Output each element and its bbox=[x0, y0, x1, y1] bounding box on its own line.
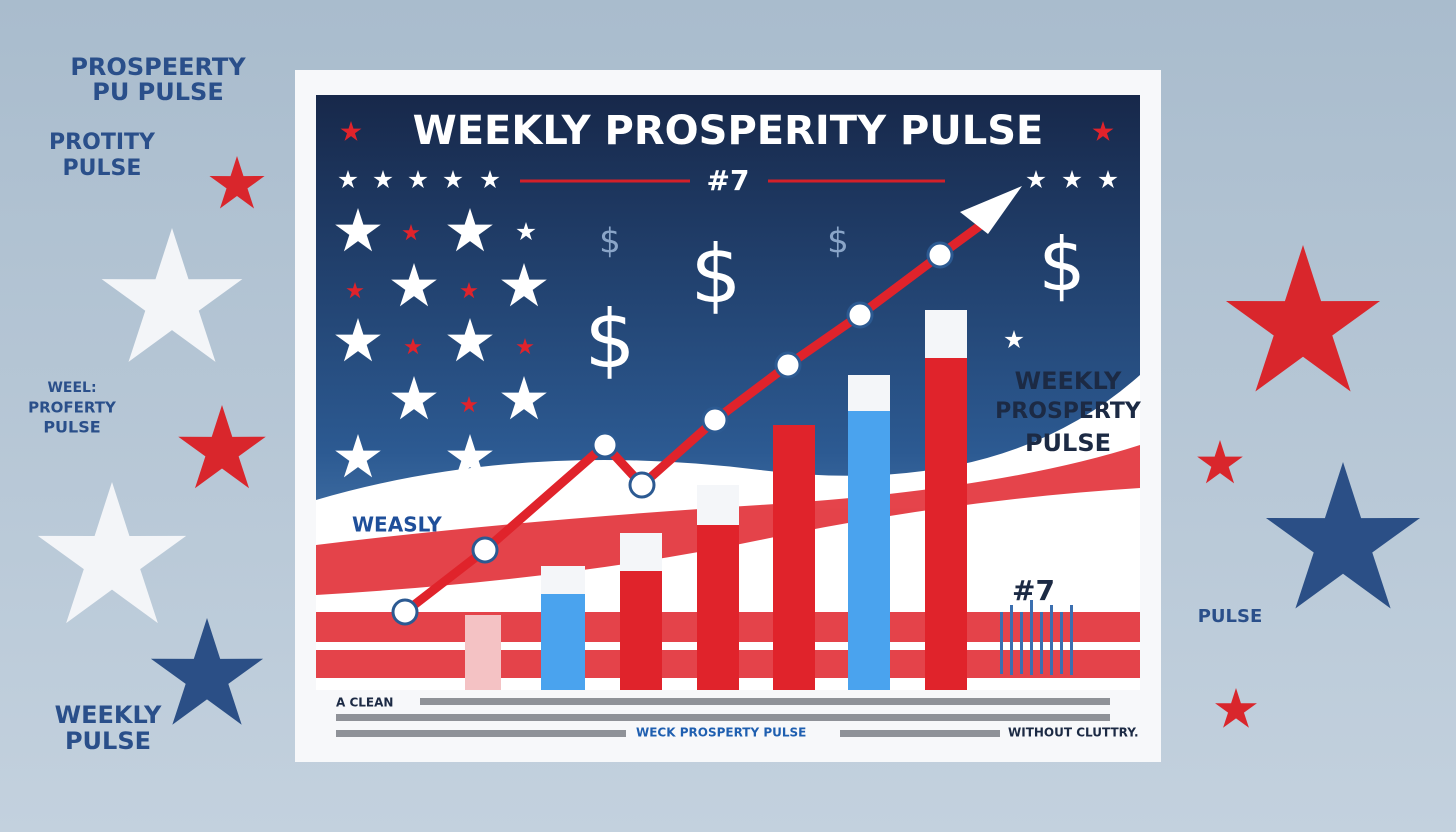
side-label: PULSE bbox=[1198, 606, 1263, 627]
side-label: PU PULSE bbox=[92, 78, 223, 106]
side-label: WEEKLY bbox=[55, 701, 162, 729]
side-label: PROTITY bbox=[49, 130, 156, 155]
trend-points bbox=[391, 241, 954, 626]
side-label: WEEL: bbox=[47, 380, 96, 396]
issue-number: #7 bbox=[707, 164, 750, 197]
dollar-sign: $ bbox=[599, 222, 621, 262]
banner-label: PROSPERTY bbox=[995, 399, 1142, 424]
poster-title: WEEKLY PROSPERITY PULSE bbox=[413, 108, 1044, 154]
dollar-sign: $ bbox=[691, 228, 742, 321]
side-decor: PROSPEERTY PU PULSE PROTITY PULSE WEEL: … bbox=[28, 53, 1421, 755]
side-label: PROSPEERTY bbox=[70, 53, 246, 81]
poster: WEEKLY PROSPERITY PULSE #7 $ $ $ $ $ WEA… bbox=[295, 70, 1161, 762]
banner-label: WEASLY bbox=[352, 513, 442, 537]
issue-small: #7 bbox=[1012, 574, 1055, 607]
caption: WITHOUT CLUTTRY. bbox=[1008, 726, 1139, 740]
dollar-sign: $ bbox=[1038, 223, 1085, 309]
dollar-sign: $ bbox=[827, 222, 849, 262]
caption-highlight: WECK PROSPERTY PULSE bbox=[636, 726, 806, 740]
caption-scribble bbox=[336, 698, 1110, 737]
side-label: PROFERTY bbox=[28, 399, 117, 417]
banner-label: PULSE bbox=[1025, 429, 1111, 457]
equalizer-lines bbox=[1000, 600, 1073, 675]
side-label: PULSE bbox=[65, 727, 151, 755]
bars bbox=[465, 310, 967, 690]
side-label: PULSE bbox=[43, 418, 100, 437]
caption: A CLEAN bbox=[336, 696, 393, 710]
banner-label: WEEKLY bbox=[1015, 367, 1122, 395]
dollar-sign: $ bbox=[585, 293, 636, 386]
side-label: PULSE bbox=[63, 156, 142, 181]
trend-arrow bbox=[960, 186, 1022, 234]
